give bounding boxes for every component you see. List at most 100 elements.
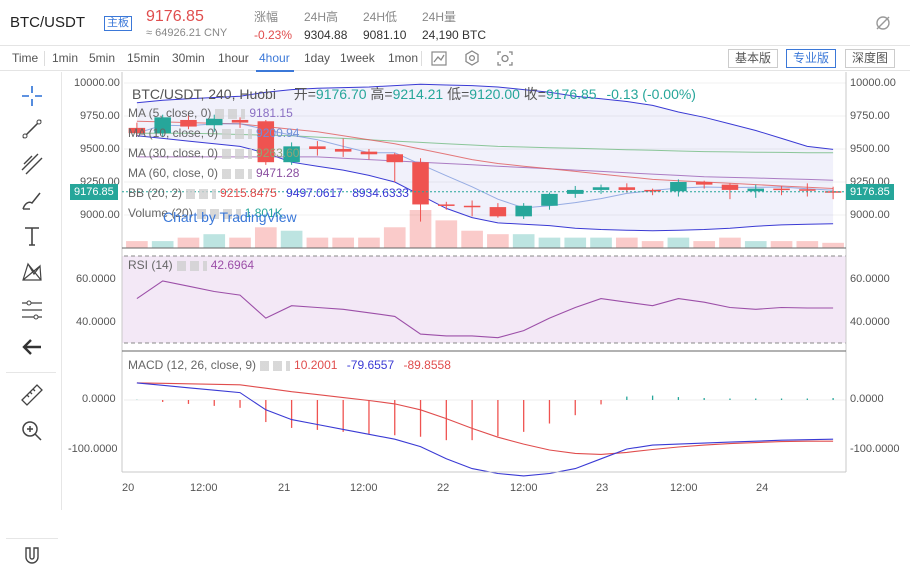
tf-1mon[interactable]: 1mon <box>388 51 419 65</box>
candle-body <box>257 121 275 163</box>
candle-body <box>747 188 765 192</box>
legend-controls[interactable] <box>215 108 246 119</box>
stat-volume-value: 24,190 BTC <box>422 28 487 42</box>
volume-bar <box>512 234 535 248</box>
volume-bar <box>615 237 638 248</box>
close-value: 9176.85 <box>545 86 597 102</box>
macd-tick-right: 0.0000 <box>850 393 884 405</box>
trendline-icon[interactable] <box>20 117 44 141</box>
fib-retracement-icon[interactable] <box>20 298 44 322</box>
candle-body <box>618 187 636 190</box>
eye-off-icon[interactable] <box>874 14 892 32</box>
rsi-tick-left: 40.0000 <box>76 316 116 328</box>
candle-body <box>309 146 326 149</box>
legend-ma5[interactable]: MA (5, close, 0) 9181.15 <box>128 106 293 120</box>
candle-body <box>231 119 249 123</box>
volume-bar <box>590 237 612 248</box>
high-value: 9214.21 <box>392 86 444 102</box>
ruler-icon[interactable] <box>20 383 44 407</box>
volume-bar <box>538 237 561 248</box>
bb-upper-line <box>136 83 834 150</box>
price-tick-right: 9500.00 <box>850 143 890 155</box>
symbol-info[interactable]: BTC/USDT, 240, Huobi <box>132 86 276 102</box>
volume-bar <box>409 210 432 248</box>
volume-bar <box>280 230 303 248</box>
indicator-icon[interactable] <box>462 49 482 68</box>
text-icon[interactable] <box>20 224 44 248</box>
crosshair-icon[interactable] <box>20 84 44 108</box>
volume-bar <box>203 234 226 248</box>
tf-30min[interactable]: 30min <box>172 51 205 65</box>
candle-body <box>695 182 713 185</box>
macd-line <box>136 382 834 477</box>
time-tick: 24 <box>756 482 769 494</box>
stat-high: 24H高 9304.88 <box>304 10 348 42</box>
sidebar-divider <box>6 372 56 373</box>
legend-controls[interactable] <box>196 208 241 219</box>
toolbar-divider <box>44 51 45 66</box>
back-arrow-icon[interactable] <box>20 335 44 359</box>
legend-macd[interactable]: MACD (12, 26, close, 9) 10.2001 -79.6557 … <box>128 358 451 372</box>
view-depth-button[interactable]: 深度图 <box>845 49 896 68</box>
candle-body <box>334 149 352 152</box>
view-pro-button[interactable]: 专业版 <box>786 49 837 68</box>
tf-4hour[interactable]: 4hour <box>259 51 290 65</box>
candle-body <box>541 193 558 206</box>
legend-ma10[interactable]: MA (10, close, 0) 9200.94 <box>128 126 300 140</box>
tf-time[interactable]: Time <box>12 51 39 65</box>
zoom-in-icon[interactable] <box>20 419 44 443</box>
legend-controls[interactable] <box>260 360 291 371</box>
candle-body <box>644 189 661 192</box>
legend-ma30[interactable]: MA (30, close, 0) 9263.60 <box>128 146 300 160</box>
chart-area[interactable] <box>62 72 910 510</box>
candle-body <box>773 188 790 191</box>
magnet-tool[interactable] <box>6 538 58 572</box>
rsi-tick-right: 40.0000 <box>850 316 890 328</box>
volume-bar <box>306 237 329 248</box>
candle-body <box>412 162 429 205</box>
legend-controls[interactable] <box>222 168 253 179</box>
view-basic-button[interactable]: 基本版 <box>728 49 779 68</box>
tf-5min[interactable]: 5min <box>89 51 116 65</box>
screenshot-icon[interactable] <box>495 49 515 68</box>
legend-rsi[interactable]: RSI (14) 42.6964 <box>128 258 255 272</box>
bollinger-bands <box>136 83 834 232</box>
legend-bb[interactable]: BB (20, 2) 9215.8475 9497.0617 8934.6333 <box>128 186 409 200</box>
toolbar-divider <box>421 51 422 66</box>
price-tick-left: 9750.00 <box>80 110 120 122</box>
tf-1week[interactable]: 1week <box>340 51 375 65</box>
volume-bar <box>383 227 406 248</box>
rsi-tick-right: 60.0000 <box>850 273 890 285</box>
legend-volume[interactable]: Volume (20) 1.801K <box>128 206 283 220</box>
brush-icon[interactable] <box>20 188 44 212</box>
tradingview-watermark[interactable]: Chart by TradingView <box>163 209 297 225</box>
tf-1hour[interactable]: 1hour <box>218 51 249 65</box>
candle-body <box>721 184 739 190</box>
tf-1min[interactable]: 1min <box>52 51 79 65</box>
price-tick-right: 9000.00 <box>850 209 890 221</box>
parallel-channel-icon[interactable] <box>20 152 44 176</box>
legend-controls[interactable] <box>176 260 207 271</box>
candle-body <box>386 154 404 163</box>
pair-name[interactable]: BTC/USDT <box>10 14 85 31</box>
volume-bars <box>126 210 844 248</box>
volume-bar <box>693 241 716 248</box>
tf-15min[interactable]: 15min <box>127 51 160 65</box>
time-tick: 12:00 <box>350 482 378 494</box>
macd-tick-left: -100.0000 <box>68 443 118 455</box>
line-chart-icon[interactable] <box>429 49 449 68</box>
candle-body <box>154 117 171 134</box>
magnet-icon[interactable] <box>20 544 44 568</box>
volume-bar <box>177 237 200 248</box>
legend-controls[interactable] <box>222 128 253 139</box>
volume-bar <box>254 227 277 248</box>
bb-lower-line <box>136 135 834 232</box>
candle-body <box>515 205 532 217</box>
legend-ma60[interactable]: MA (60, close, 0) 9471.28 <box>128 166 300 180</box>
legend-controls[interactable] <box>186 188 217 199</box>
tf-1day[interactable]: 1day <box>304 51 331 65</box>
legend-controls[interactable] <box>222 148 253 159</box>
pattern-icon[interactable] <box>20 260 44 284</box>
ma30-line <box>136 156 834 181</box>
candle-body <box>463 205 481 208</box>
